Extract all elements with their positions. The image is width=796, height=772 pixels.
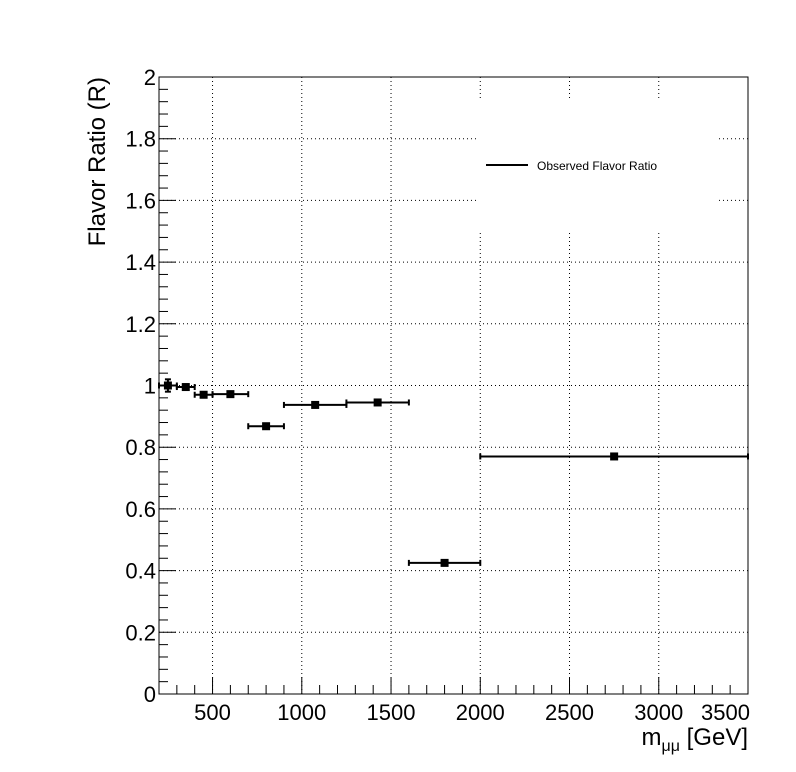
data-marker <box>610 452 619 461</box>
data-point <box>247 422 285 431</box>
y-tick-label: 0 <box>144 682 156 707</box>
data-point <box>479 452 749 461</box>
x-tick-label: 3500 <box>701 700 750 725</box>
y-tick-labels: 0 0.2 0.4 0.6 0.8 1 1.2 1.4 1.6 1.8 2 <box>125 65 156 707</box>
data-point <box>345 398 410 407</box>
data-marker <box>373 398 382 407</box>
y-tick-label: 1.4 <box>125 250 156 275</box>
x-tick-label: 2000 <box>456 700 505 725</box>
y-tick-label: 1.2 <box>125 312 156 337</box>
x-tick-label: 3000 <box>634 700 683 725</box>
data-point <box>211 390 250 399</box>
data-point <box>175 383 196 392</box>
data-marker <box>440 558 449 567</box>
axis-ticks <box>159 76 749 695</box>
x-axis-title-main: m <box>642 724 662 751</box>
x-tick-label: 500 <box>194 700 231 725</box>
x-axis-title-subscript: μμ <box>662 738 680 755</box>
data-marker <box>262 422 271 431</box>
legend: Observed Flavor Ratio <box>476 100 718 230</box>
data-marker <box>199 390 208 399</box>
y-tick-label: 1.6 <box>125 188 156 213</box>
y-tick-label: 2 <box>144 65 156 90</box>
y-axis-title: Flavor Ratio (R) <box>84 77 111 246</box>
y-tick-label: 0.4 <box>125 559 156 584</box>
legend-entry-label: Observed Flavor Ratio <box>537 159 657 173</box>
x-tick-label: 1500 <box>367 700 416 725</box>
grid-lines <box>159 77 748 694</box>
data-marker <box>311 400 320 409</box>
data-point <box>407 558 482 567</box>
y-tick-label: 1 <box>144 374 156 399</box>
y-tick-label: 0.8 <box>125 435 156 460</box>
data-marker <box>226 390 235 399</box>
data-point <box>282 400 348 409</box>
x-tick-label: 1000 <box>277 700 326 725</box>
y-tick-label: 0.6 <box>125 497 156 522</box>
x-axis-title-unit: [GeV] <box>680 724 748 751</box>
y-tick-label: 1.8 <box>125 127 156 152</box>
x-axis-title: mμμ [GeV] <box>642 724 748 755</box>
x-tick-label: 2500 <box>545 700 594 725</box>
x-tick-labels: 500 1000 1500 2000 2500 3000 3500 <box>194 700 750 725</box>
data-marker <box>181 383 190 392</box>
y-tick-label: 0.2 <box>125 620 156 645</box>
